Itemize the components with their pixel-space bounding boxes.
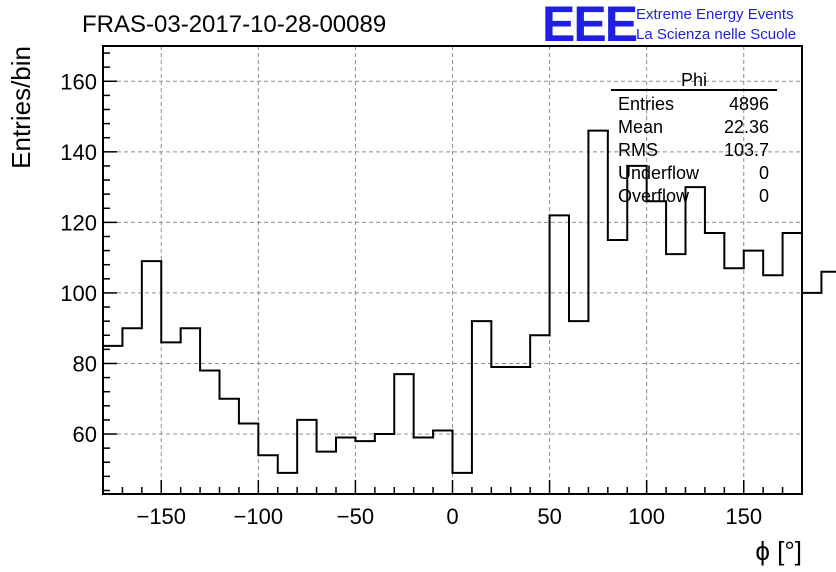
stats-value-underflow: 0 xyxy=(759,163,769,183)
stats-value-entries: 4896 xyxy=(729,94,769,114)
eee-logo: EEE Extreme Energy Events La Scienza nel… xyxy=(542,0,796,52)
y-tick-label: 60 xyxy=(73,422,97,447)
y-tick-label: 100 xyxy=(60,281,97,306)
x-tick-label: 50 xyxy=(537,504,561,529)
y-axis-title: Entries/bin xyxy=(6,46,36,169)
y-tick-label: 80 xyxy=(73,351,97,376)
x-tick-label: 0 xyxy=(446,504,458,529)
stats-value-overflow: 0 xyxy=(759,186,769,206)
stats-box: Phi Entries 4896 Mean 22.36 RMS 103.7 Un… xyxy=(611,70,777,206)
x-axis-title: ϕ [°] xyxy=(755,536,802,566)
logo-mark: EEE xyxy=(542,0,637,52)
stats-label-mean: Mean xyxy=(618,117,663,137)
x-tick-label: −100 xyxy=(234,504,284,529)
axis-ticks xyxy=(102,52,803,494)
logo-line1: Extreme Energy Events xyxy=(636,6,794,23)
stats-value-rms: 103.7 xyxy=(724,140,769,160)
stats-label-entries: Entries xyxy=(618,94,674,114)
stats-label-overflow: Overflow xyxy=(618,186,690,206)
stats-value-mean: 22.36 xyxy=(724,117,769,137)
x-tick-label: −150 xyxy=(136,504,186,529)
y-tick-label: 120 xyxy=(60,210,97,235)
x-tick-label: 150 xyxy=(725,504,762,529)
stats-label-underflow: Underflow xyxy=(618,163,700,183)
x-tick-label: 100 xyxy=(628,504,665,529)
y-tick-label: 140 xyxy=(60,140,97,165)
chart-title: FRAS-03-2017-10-28-00089 xyxy=(82,11,386,38)
stats-name: Phi xyxy=(681,70,707,90)
tick-labels: −150 −100 −50 0 50 100 150 60 80 100 120 140 160 xyxy=(60,69,762,529)
y-tick-label: 160 xyxy=(60,69,97,94)
grid-lines xyxy=(103,46,802,494)
x-tick-label: −50 xyxy=(337,504,374,529)
logo-line2: La Scienza nelle Scuole xyxy=(636,26,796,43)
stats-label-rms: RMS xyxy=(618,140,658,160)
